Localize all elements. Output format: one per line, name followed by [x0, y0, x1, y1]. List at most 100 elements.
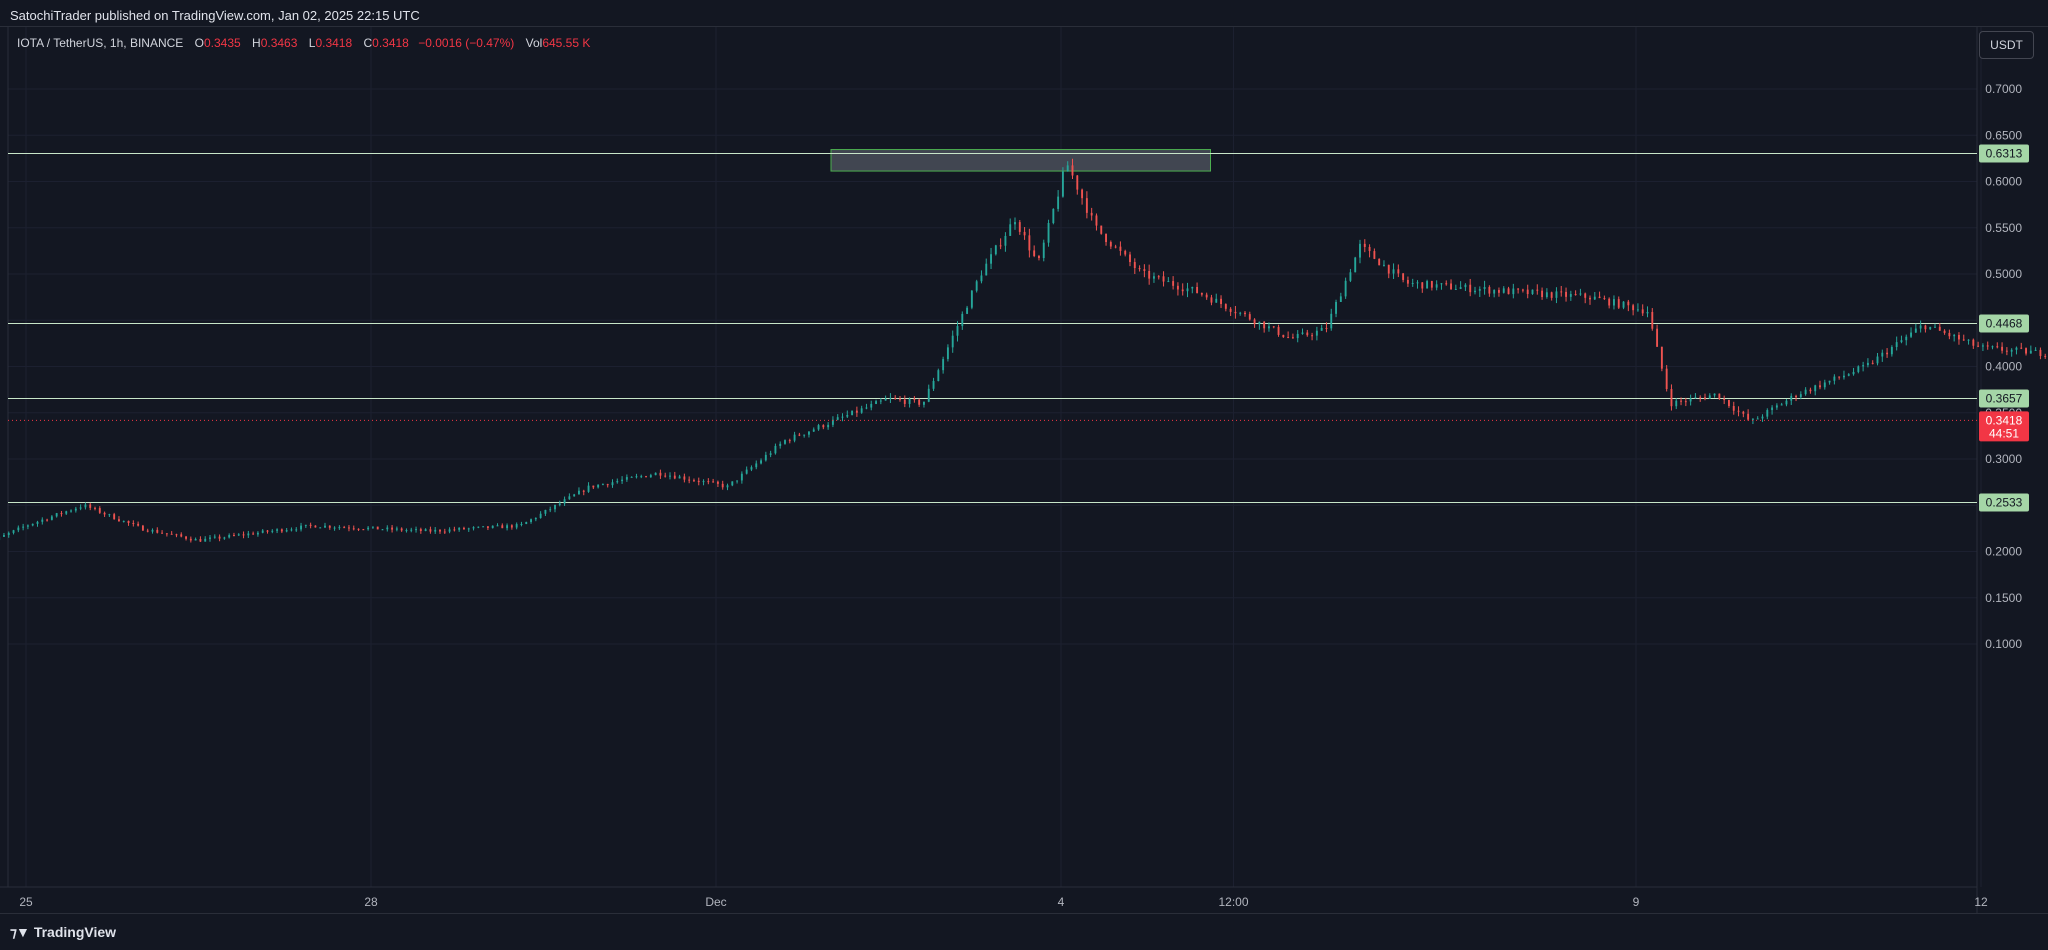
candle-body — [1598, 296, 1601, 299]
candle-body — [1838, 376, 1841, 378]
candle-body — [1100, 225, 1103, 234]
tradingview-logo[interactable]: ⁊▼ TradingView — [10, 924, 116, 941]
candle-body — [1704, 397, 1706, 399]
x-tick-label: 12:00 — [1218, 895, 1248, 909]
candle-body — [98, 508, 101, 513]
candle-body — [640, 476, 643, 478]
candle-body — [1694, 397, 1697, 399]
candle-body — [534, 517, 537, 520]
candle-body — [1689, 398, 1692, 402]
currency-unit-button[interactable]: USDT — [1979, 31, 2034, 59]
candle-body — [1579, 293, 1582, 295]
candle-body — [1411, 283, 1414, 285]
candle-body — [1771, 407, 1774, 411]
candle-body — [1311, 335, 1314, 337]
candle-body — [261, 530, 264, 533]
candle-body — [1129, 254, 1131, 263]
candle-body — [1665, 368, 1668, 390]
candle-body — [1502, 288, 1505, 293]
candle-body — [410, 529, 413, 531]
candle-body — [1632, 305, 1635, 311]
candle-body — [1454, 288, 1457, 290]
candle-body — [1421, 282, 1424, 289]
candle-body — [702, 481, 705, 483]
candle-body — [1521, 289, 1524, 291]
candle-body — [798, 434, 801, 436]
level-price-label: 0.3657 — [1986, 392, 2023, 406]
candle-body — [36, 521, 39, 524]
candle-body — [1033, 250, 1036, 257]
candle-body — [1478, 289, 1481, 291]
candle-body — [1996, 346, 1999, 348]
candle-body — [1728, 400, 1730, 407]
candle-body — [946, 347, 949, 360]
candle-body — [1967, 339, 1970, 341]
candle-body — [132, 523, 135, 525]
candle-body — [1296, 333, 1299, 339]
candle-body — [1215, 298, 1218, 303]
candle-body — [1047, 222, 1050, 243]
candle-body — [161, 532, 164, 534]
candle-body — [1287, 337, 1290, 339]
candle-body — [1176, 285, 1179, 290]
candle-body — [597, 484, 600, 488]
x-tick-label: 25 — [19, 895, 33, 909]
candle-body — [1871, 362, 1874, 364]
candle-body — [1737, 410, 1740, 412]
candle-body — [170, 533, 173, 535]
candle-body — [1119, 246, 1122, 251]
level-price-label: 0.4468 — [1986, 317, 2023, 331]
candle-body — [1934, 326, 1936, 328]
candle-body — [1272, 326, 1275, 328]
candle-body — [333, 527, 336, 529]
candle-body — [391, 527, 394, 530]
candle-body — [649, 475, 652, 478]
candle-body — [1670, 389, 1673, 407]
candle-body — [1339, 296, 1342, 302]
legend-open-label: O — [194, 36, 204, 50]
price-chart[interactable]: 0.10000.15000.20000.25000.30000.35000.40… — [0, 27, 2048, 913]
candle-body — [506, 525, 509, 529]
candle-body — [875, 401, 877, 404]
candle-body — [855, 410, 858, 413]
candle-body — [1613, 299, 1615, 306]
candle-body — [1962, 339, 1965, 341]
candle-body — [448, 529, 451, 532]
candle-body — [1138, 268, 1141, 270]
candle-body — [1795, 395, 1797, 398]
legend-close-value: 0.3418 — [372, 36, 409, 50]
candle-body — [1498, 290, 1500, 293]
candle-body — [486, 526, 489, 528]
candle-body — [764, 454, 767, 461]
candle-body — [740, 473, 743, 481]
candle-body — [587, 485, 590, 492]
candle-body — [280, 529, 283, 532]
candle-body — [1541, 290, 1544, 297]
candle-body — [697, 480, 700, 483]
candle-body — [793, 434, 796, 441]
candle-body — [1373, 251, 1376, 259]
candle-body — [1756, 418, 1759, 420]
candle-body — [1512, 288, 1515, 295]
candle-body — [362, 529, 365, 531]
candle-body — [1550, 292, 1553, 298]
candle-body — [309, 524, 312, 526]
candle-body — [990, 254, 992, 264]
candle-body — [228, 535, 231, 538]
y-tick-label: 0.2000 — [1985, 545, 2022, 559]
legend-symbol: IOTA / TetherUS, 1h, BINANCE — [17, 36, 184, 50]
candle-body — [1593, 296, 1596, 300]
candle-body — [1253, 319, 1256, 325]
candle-body — [429, 529, 432, 532]
chart-background — [0, 27, 2048, 913]
supply-zone-box[interactable] — [830, 149, 1211, 172]
candle-body — [918, 399, 921, 405]
candle-body — [625, 477, 628, 480]
candle-body — [611, 482, 614, 486]
candle-body — [463, 527, 465, 530]
tradingview-brand: TradingView — [33, 924, 117, 940]
candle-body — [1991, 346, 1994, 348]
candle-body — [784, 440, 786, 444]
chart-area[interactable]: 0.10000.15000.20000.25000.30000.35000.40… — [0, 27, 2048, 913]
candle-body — [558, 503, 561, 505]
